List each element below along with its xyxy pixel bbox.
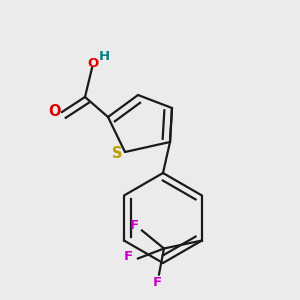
Text: O: O xyxy=(48,104,61,119)
Text: H: H xyxy=(99,50,110,63)
Text: F: F xyxy=(153,275,162,289)
Text: F: F xyxy=(124,250,133,263)
Text: S: S xyxy=(112,146,123,161)
Text: F: F xyxy=(130,219,139,232)
Text: O: O xyxy=(88,57,99,70)
